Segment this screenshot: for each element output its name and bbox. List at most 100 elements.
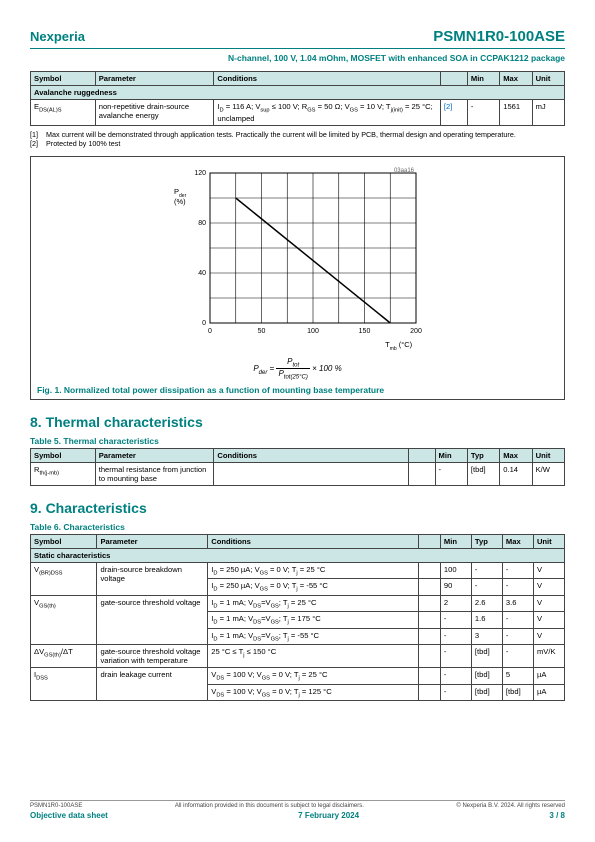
cell: [tbd] <box>502 684 533 701</box>
cell: - <box>502 645 533 668</box>
cell: - <box>467 100 499 126</box>
column-header: Conditions <box>214 72 441 86</box>
cell: non-repetitive drain-source avalanche en… <box>95 100 214 126</box>
column-header: Parameter <box>97 534 208 548</box>
cell: V(BR)DSS <box>31 562 97 595</box>
cell: drain leakage current <box>97 668 208 701</box>
column-header <box>418 534 440 548</box>
cell <box>418 668 440 685</box>
cell: drain-source breakdown voltage <box>97 562 208 595</box>
cell: 100 <box>440 562 471 579</box>
cell: VGS(th) <box>31 595 97 645</box>
cell: - <box>502 612 533 629</box>
cell: ID = 250 µA; VGS = 0 V; Tj = 25 °C <box>208 562 418 579</box>
cell: K/W <box>532 462 564 485</box>
cell: - <box>502 562 533 579</box>
column-header: Min <box>440 534 471 548</box>
brand: Nexperia <box>30 29 85 44</box>
cell <box>418 579 440 596</box>
svg-text:80: 80 <box>198 220 206 227</box>
page-footer: PSMN1R0-100ASE All information provided … <box>30 800 565 820</box>
cell: ID = 116 A; Vsup ≤ 100 V; RGS = 50 Ω; VG… <box>214 100 441 126</box>
cell: ΔVGS(th)/ΔT <box>31 645 97 668</box>
cell: ID = 1 mA; VDS=VGS; Tj = 175 °C <box>208 612 418 629</box>
page-header: Nexperia PSMN1R0-100ASE <box>30 28 565 49</box>
column-header: Parameter <box>95 72 214 86</box>
cell: - <box>440 628 471 645</box>
footnotes: [1]Max current will be demonstrated thro… <box>30 130 565 148</box>
cell <box>418 645 440 668</box>
cell: - <box>440 645 471 668</box>
cell: µA <box>533 668 564 685</box>
cell: - <box>471 562 502 579</box>
cell: VDS = 100 V; VGS = 0 V; Tj = 125 °C <box>208 684 418 701</box>
column-header: Conditions <box>208 534 418 548</box>
cell: mV/K <box>533 645 564 668</box>
svg-text:50: 50 <box>257 328 265 335</box>
cell: 1561 <box>500 100 532 126</box>
cell: 1.6 <box>471 612 502 629</box>
column-header: Unit <box>533 534 564 548</box>
cell: gate-source threshold voltage <box>97 595 208 645</box>
cell: [tbd] <box>471 645 502 668</box>
column-header: Symbol <box>31 534 97 548</box>
section-label: Avalanche ruggedness <box>31 86 565 100</box>
section-8-title: 8. Thermal characteristics <box>30 414 565 430</box>
cell: 25 °C ≤ Tj ≤ 150 °C <box>208 645 418 668</box>
thermal-table: SymbolParameterConditionsMinTypMaxUnit R… <box>30 448 565 486</box>
footer-page: 3 / 8 <box>549 811 565 820</box>
footer-doctype: Objective data sheet <box>30 811 108 820</box>
column-header: Conditions <box>214 448 408 462</box>
cell: V <box>533 595 564 612</box>
column-header: Max <box>500 72 532 86</box>
cell: - <box>502 628 533 645</box>
cell: ID = 1 mA; VDS=VGS; Tj = 25 °C <box>208 595 418 612</box>
column-header: Unit <box>532 448 564 462</box>
cell: ID = 250 µA; VGS = 0 V; Tj = -55 °C <box>208 579 418 596</box>
svg-text:0: 0 <box>202 320 206 327</box>
cell: [tbd] <box>471 668 502 685</box>
section-label: Static characteristics <box>31 548 565 562</box>
column-header: Max <box>500 448 532 462</box>
figure-1-formula: Pder = PtotPtot(25°C) × 100 % <box>37 357 558 381</box>
svg-text:0: 0 <box>208 328 212 335</box>
column-header: Parameter <box>95 448 214 462</box>
cell <box>418 628 440 645</box>
subtitle: N-channel, 100 V, 1.04 mOhm, MOSFET with… <box>30 53 565 63</box>
svg-text:150: 150 <box>358 328 370 335</box>
cell: thermal resistance from junction to moun… <box>95 462 214 485</box>
cell: [2] <box>440 100 467 126</box>
cell: V <box>533 628 564 645</box>
cell: 90 <box>440 579 471 596</box>
cell: IDSS <box>31 668 97 701</box>
cell: V <box>533 612 564 629</box>
footer-date: 7 February 2024 <box>298 811 359 820</box>
cell: ID = 1 mA; VDS=VGS; Tj = -55 °C <box>208 628 418 645</box>
cell: VDS = 100 V; VGS = 0 V; Tj = 25 °C <box>208 668 418 685</box>
cell: Rth(j-mb) <box>31 462 96 485</box>
column-header: Max <box>502 534 533 548</box>
column-header <box>440 72 467 86</box>
cell: V <box>533 562 564 579</box>
cell <box>418 612 440 629</box>
cell <box>408 462 435 485</box>
cell: 2.6 <box>471 595 502 612</box>
cell: EDS(AL)S <box>31 100 96 126</box>
svg-text:Tmb (°C): Tmb (°C) <box>385 340 413 352</box>
column-header: Typ <box>471 534 502 548</box>
cell: - <box>435 462 467 485</box>
cell <box>214 462 408 485</box>
cell: - <box>440 668 471 685</box>
cell: 2 <box>440 595 471 612</box>
cell: 3.6 <box>502 595 533 612</box>
figure-1-box: 03aa1605010015020004080120Tmb (°C)Pder(%… <box>30 156 565 400</box>
footer-copyright: © Nexperia B.V. 2024. All rights reserve… <box>456 803 565 809</box>
cell: [tbd] <box>471 684 502 701</box>
avalanche-table: SymbolParameterConditionsMinMaxUnit Aval… <box>30 71 565 126</box>
cell: [tbd] <box>467 462 499 485</box>
column-header: Min <box>467 72 499 86</box>
cell: - <box>440 684 471 701</box>
cell: µA <box>533 684 564 701</box>
svg-text:120: 120 <box>194 170 206 177</box>
table-6-title: Table 6. Characteristics <box>30 522 565 532</box>
